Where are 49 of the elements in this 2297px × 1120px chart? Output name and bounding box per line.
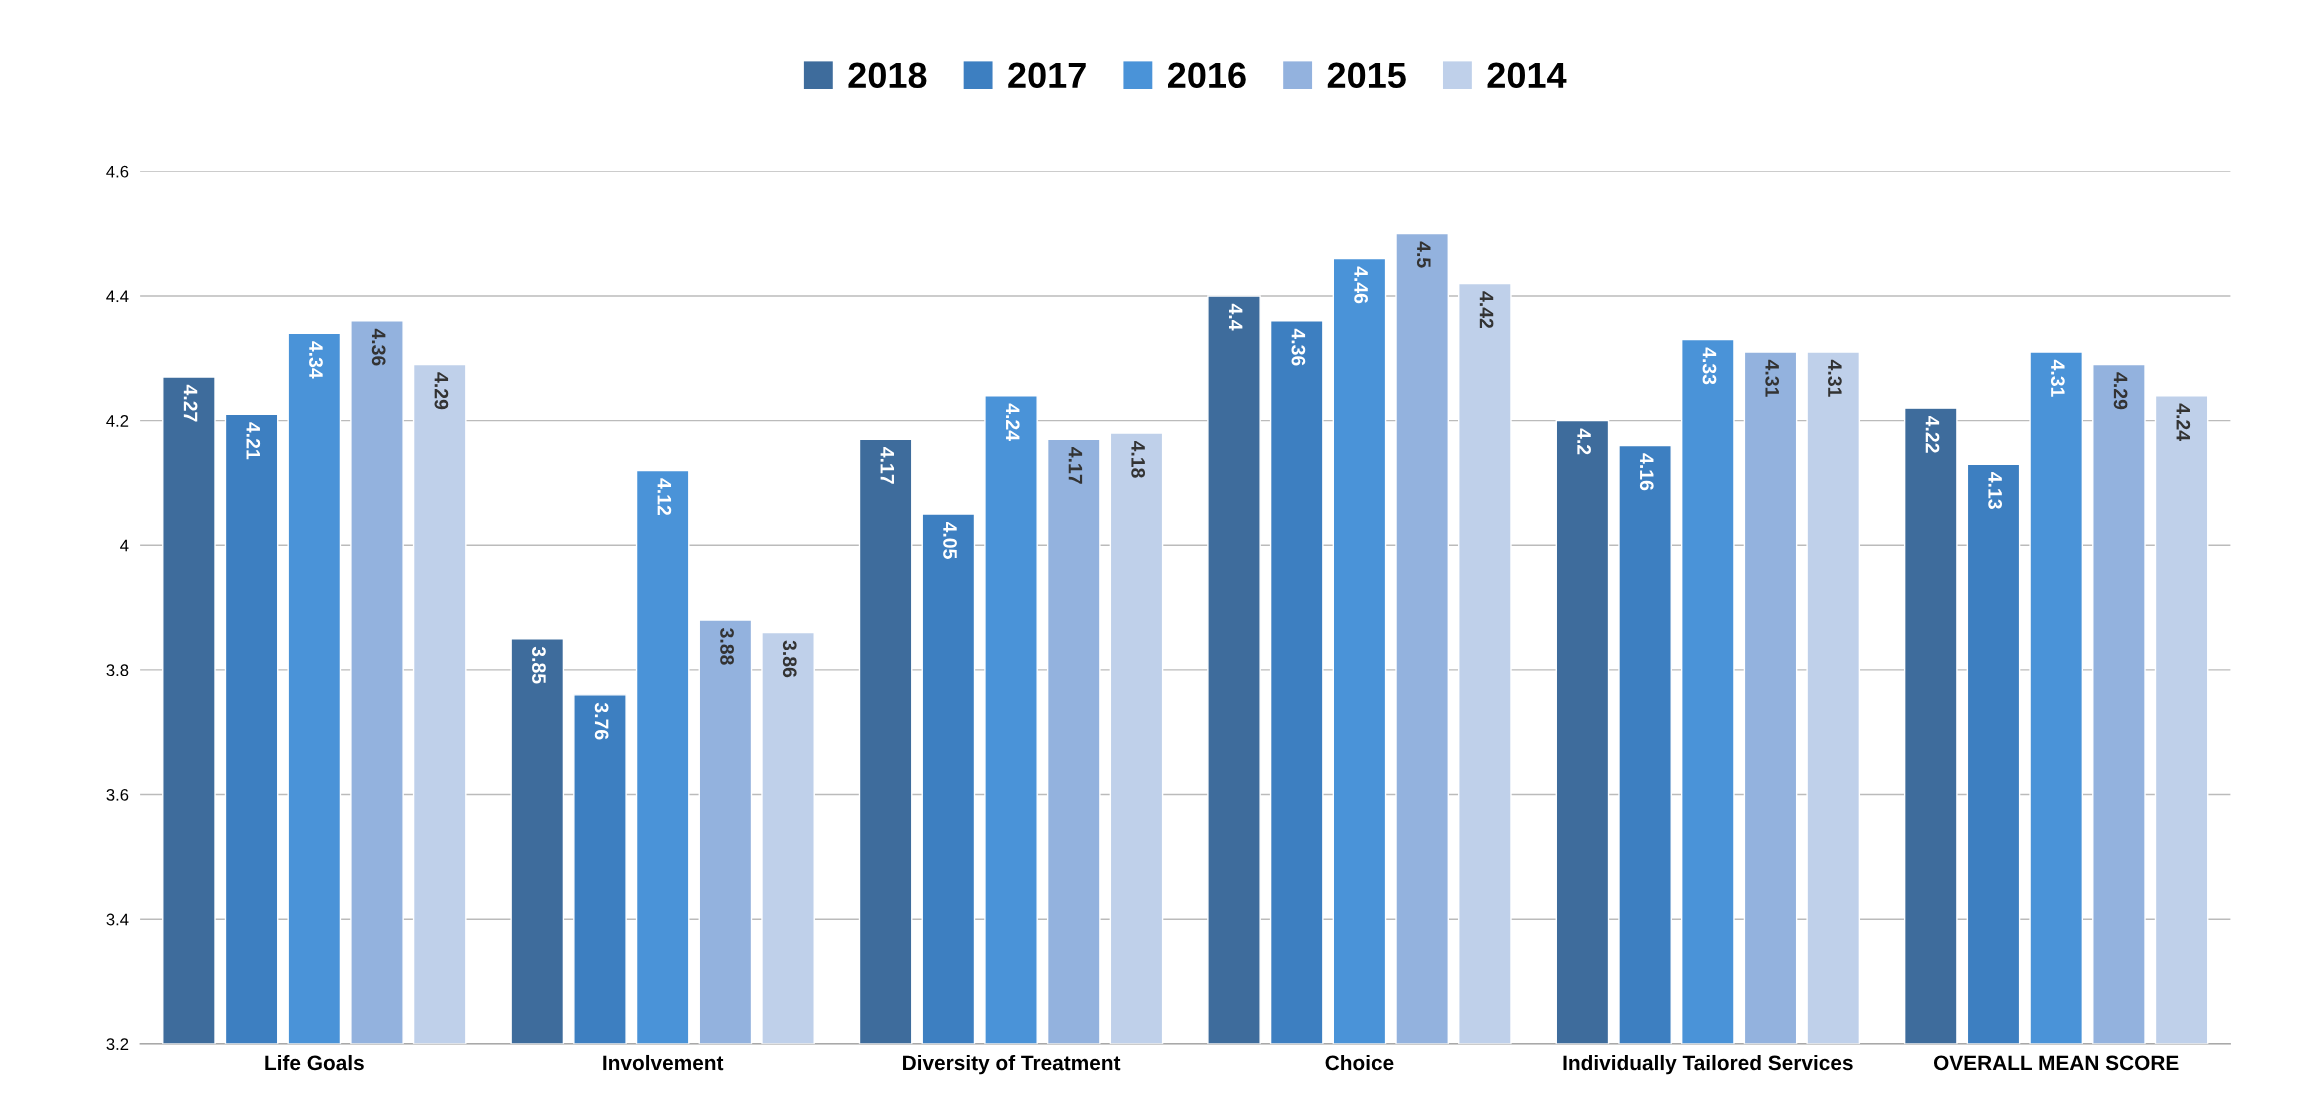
data-label: 3.85 <box>532 646 546 684</box>
data-label: 4.05 <box>943 521 957 559</box>
data-label: 4.17 <box>1068 447 1083 484</box>
data-label: 4.22 <box>1925 415 1940 453</box>
y-tick-label: 4.6 <box>106 165 129 178</box>
data-label: 4.31 <box>1827 359 1842 397</box>
data-label: 3.86 <box>782 640 797 678</box>
y-tick-label: 4.4 <box>106 290 129 303</box>
data-label: 4.2 <box>1577 428 1591 455</box>
x-tick-label: Life Goals <box>265 1054 364 1071</box>
data-label: 4.4 <box>1229 303 1243 331</box>
legend-label: 2014 <box>1487 62 1567 89</box>
y-tick-label: 3.6 <box>106 788 129 801</box>
data-label: 4.42 <box>1479 291 1494 329</box>
data-label: 4.34 <box>309 341 323 379</box>
data-label: 4.17 <box>880 447 894 484</box>
data-label: 3.76 <box>594 702 609 740</box>
x-tick-label: Involvement <box>603 1054 724 1071</box>
legend-label: 2018 <box>848 62 927 89</box>
y-tick-label: 3.8 <box>106 664 129 677</box>
data-label: 4.31 <box>1765 359 1780 397</box>
legend-label: 2017 <box>1008 62 1086 89</box>
data-label: 4.18 <box>1131 440 1146 478</box>
data-label: 4.29 <box>2113 372 2128 410</box>
data-label: 4.13 <box>1988 472 2003 509</box>
data-label: 4.24 <box>2176 403 2191 441</box>
y-tick-label: 4 <box>120 539 129 552</box>
data-label: 4.46 <box>1354 266 1368 304</box>
legend-label: 2015 <box>1327 62 1406 89</box>
data-label: 4.12 <box>657 478 672 516</box>
x-tick-label: OVERALL MEAN SCORE <box>1933 1055 2179 1071</box>
data-label: 4.24 <box>1006 403 1020 441</box>
data-label: 4.31 <box>2050 359 2065 397</box>
data-label: 4.16 <box>1639 453 1654 491</box>
data-label: 4.5 <box>1416 241 1431 268</box>
data-label: 4.27 <box>183 384 198 422</box>
y-tick-label: 3.4 <box>106 913 129 926</box>
x-tick-label: Choice <box>1325 1054 1394 1071</box>
legend-label: 2016 <box>1168 62 1246 89</box>
data-label: 4.33 <box>1702 347 1717 385</box>
y-tick-label: 4.2 <box>106 415 129 427</box>
data-label: 4.36 <box>1291 328 1306 366</box>
data-label: 4.36 <box>371 328 386 366</box>
data-label: 4.21 <box>246 422 261 460</box>
x-tick-label: Individually Tailored Services <box>1563 1054 1853 1075</box>
x-tick-label: Diversity of Treatment <box>903 1054 1121 1075</box>
data-label: 4.29 <box>434 372 449 410</box>
data-label: 3.88 <box>720 627 734 665</box>
y-tick-label: 3.2 <box>106 1038 129 1051</box>
